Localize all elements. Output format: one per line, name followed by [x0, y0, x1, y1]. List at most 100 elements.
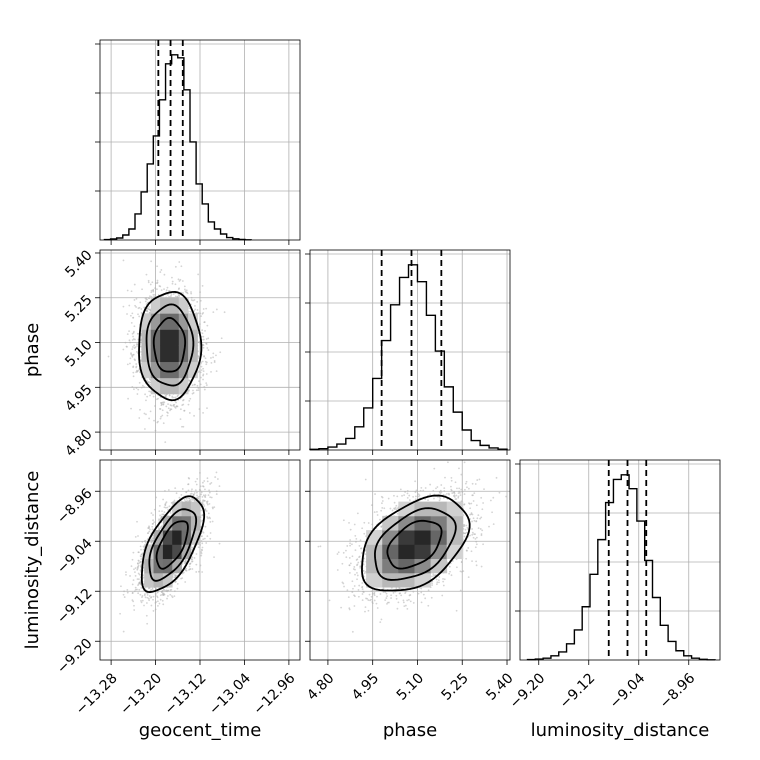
sample-point — [131, 355, 134, 358]
sample-point — [206, 324, 209, 327]
sample-point — [154, 293, 156, 296]
sample-point — [144, 300, 147, 303]
sample-point — [181, 488, 184, 490]
sample-point — [201, 496, 204, 498]
histogram-step — [309, 264, 508, 451]
density-cell — [169, 345, 180, 363]
sample-point — [139, 408, 141, 411]
sample-point — [169, 408, 172, 410]
sample-point — [199, 383, 202, 386]
sample-point — [189, 310, 191, 313]
sample-point — [202, 367, 205, 370]
sample-point — [156, 595, 158, 598]
sample-point — [161, 510, 163, 513]
sample-point — [181, 280, 184, 282]
sample-point — [165, 289, 168, 292]
sample-point — [195, 491, 198, 494]
sample-point — [149, 308, 152, 311]
sample-point — [185, 490, 188, 493]
sample-point — [157, 605, 159, 607]
sample-point — [183, 409, 186, 412]
sample-point — [198, 380, 200, 383]
sample-point — [143, 604, 145, 607]
sample-point — [200, 540, 203, 542]
sample-point — [176, 587, 179, 590]
sample-point — [188, 412, 191, 414]
sample-point — [141, 384, 144, 387]
sample-point — [215, 354, 217, 357]
sample-point — [188, 565, 191, 568]
sample-point — [130, 565, 133, 568]
sample-point — [178, 261, 181, 263]
sample-point — [190, 291, 192, 293]
sample-point — [206, 516, 209, 518]
sample-point — [199, 312, 202, 315]
sample-point — [149, 410, 152, 413]
density-cell — [150, 313, 161, 330]
sample-point — [152, 395, 155, 398]
sample-point — [122, 305, 125, 308]
sample-point — [136, 345, 138, 347]
sample-point — [139, 545, 142, 548]
sample-point — [135, 350, 138, 353]
sample-point — [132, 335, 134, 338]
sample-point — [159, 598, 162, 601]
contour-line — [138, 291, 203, 402]
sample-point — [206, 407, 208, 410]
density-cell — [169, 329, 180, 346]
sample-point — [205, 363, 208, 366]
density-cell — [160, 361, 170, 379]
sample-point — [155, 587, 157, 590]
sample-point — [196, 384, 199, 387]
sample-point — [193, 414, 195, 417]
sample-point — [151, 588, 154, 590]
sample-point — [210, 361, 213, 364]
sample-point — [178, 294, 181, 297]
sample-point — [139, 555, 142, 557]
sample-point — [204, 357, 207, 360]
sample-point — [144, 393, 146, 396]
sample-point — [205, 343, 208, 345]
sample-point — [132, 330, 135, 333]
sample-point — [138, 578, 140, 581]
sample-point — [154, 608, 157, 611]
sample-point — [198, 323, 201, 325]
sample-point — [166, 506, 169, 509]
sample-point — [125, 345, 128, 348]
panel-frame — [309, 249, 511, 451]
sample-point — [165, 501, 168, 504]
sample-point — [119, 612, 121, 615]
sample-point — [159, 514, 161, 517]
sample-point — [193, 309, 196, 312]
sample-point — [132, 375, 135, 378]
sample-point — [183, 288, 186, 291]
sample-point — [200, 361, 203, 364]
sample-point — [169, 512, 172, 514]
sample-point — [197, 496, 200, 498]
sample-point — [160, 401, 162, 404]
sample-point — [136, 520, 138, 523]
sample-point — [161, 409, 164, 412]
density-cell — [188, 361, 198, 379]
sample-point — [148, 390, 151, 393]
sample-point — [146, 395, 149, 398]
sample-point — [133, 344, 136, 347]
sample-point — [150, 291, 153, 294]
histogram-panel-luminosity_distance — [515, 459, 721, 665]
sample-point — [188, 307, 191, 310]
sample-point — [202, 411, 204, 414]
sample-point — [167, 403, 169, 406]
sample-point — [133, 325, 136, 328]
sample-point — [131, 558, 134, 561]
sample-point — [131, 592, 134, 594]
sample-point — [134, 304, 136, 307]
sample-point — [182, 571, 185, 574]
sample-point — [126, 363, 129, 366]
sample-point — [140, 386, 143, 389]
sample-point — [183, 562, 186, 565]
sample-point — [206, 347, 209, 349]
sample-point — [156, 265, 159, 268]
sample-point — [181, 425, 183, 428]
sample-point — [182, 425, 185, 428]
sample-point — [190, 490, 193, 493]
